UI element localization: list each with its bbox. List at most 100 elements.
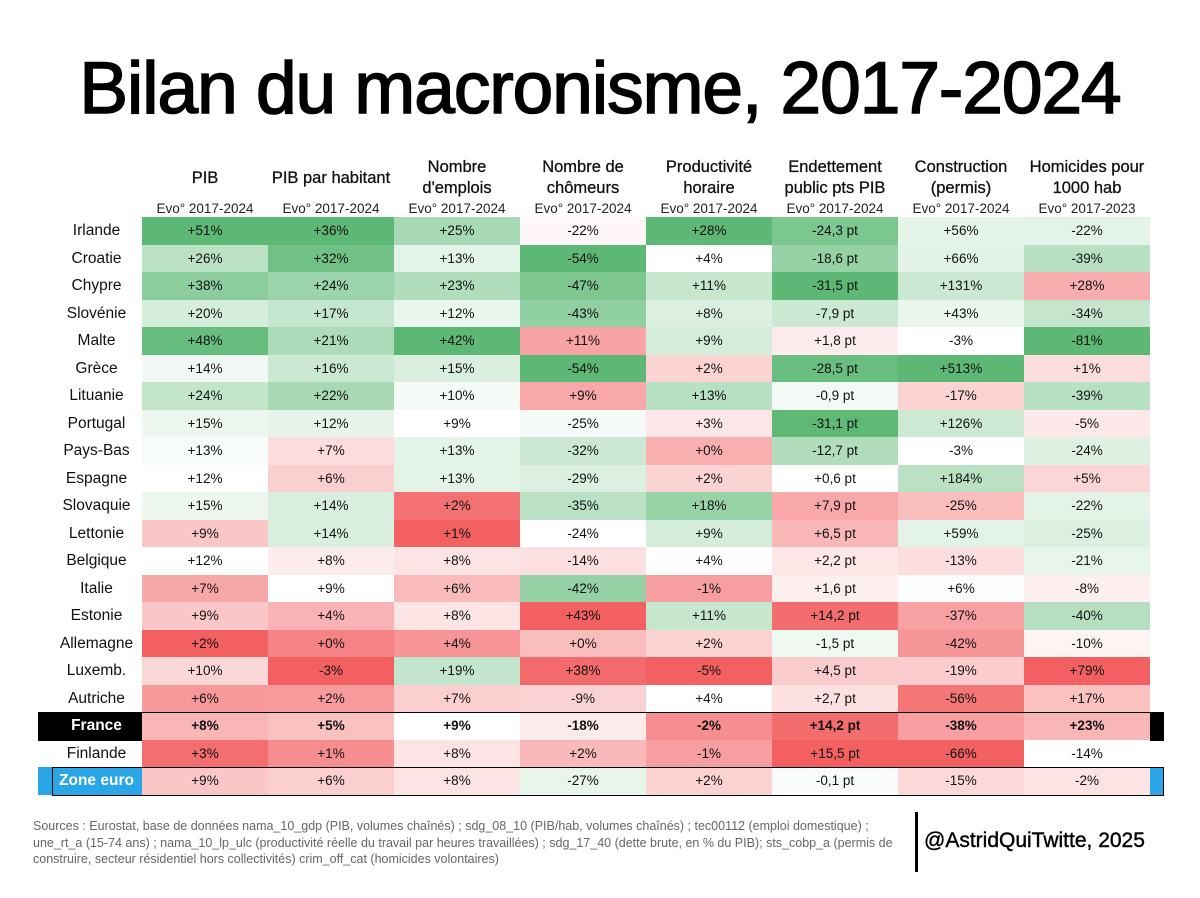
row-label: Irlande: [72, 222, 121, 239]
table-cell: -19%: [898, 657, 1024, 685]
row-label: Slovaquie: [62, 497, 131, 514]
table-cell: -22%: [1024, 217, 1150, 245]
table-cell: +2%: [646, 767, 772, 795]
table-cell: +2%: [520, 739, 646, 767]
table-cell: -5%: [646, 657, 772, 685]
table-cell: +11%: [646, 272, 772, 300]
table-cell: +14%: [142, 354, 268, 382]
table-cell: -38%: [898, 712, 1024, 740]
table-cell: -25%: [520, 409, 646, 437]
table-cell: +4%: [646, 244, 772, 272]
table-cell: -54%: [520, 354, 646, 382]
table-cell: +13%: [142, 437, 268, 465]
column-header: Nombre d'emplois: [422, 158, 492, 197]
table-cell: +4%: [268, 602, 394, 630]
table-cell: +36%: [268, 217, 394, 245]
column-period: Evo° 2017-2024: [912, 201, 1010, 216]
table-cell: +3%: [646, 409, 772, 437]
column-period: Evo° 2017-2023: [1038, 201, 1136, 216]
table-cell: +15,5 pt: [772, 739, 898, 767]
table-cell: +15%: [142, 492, 268, 520]
table-cell: +14%: [268, 519, 394, 547]
table-cell: +79%: [1024, 657, 1150, 685]
table-cell: -27%: [520, 767, 646, 795]
table-cell: +7%: [142, 574, 268, 602]
table-cell: -37%: [898, 602, 1024, 630]
table-cell: -18,6 pt: [772, 244, 898, 272]
table-cell: +24%: [142, 382, 268, 410]
table-cell: -35%: [520, 492, 646, 520]
table-cell: +22%: [268, 382, 394, 410]
table-cell: +6,5 pt: [772, 519, 898, 547]
table-cell: +28%: [1024, 272, 1150, 300]
table-cell: -7,9 pt: [772, 299, 898, 327]
table-cell: +9%: [142, 767, 268, 795]
table-cell: +12%: [394, 299, 520, 327]
table-cell: -40%: [1024, 602, 1150, 630]
table-cell: +1%: [1024, 354, 1150, 382]
table-cell: -24,3 pt: [772, 217, 898, 245]
column-header: Endettement public pts PIB: [784, 158, 886, 197]
table-cell: -21%: [1024, 547, 1150, 575]
row-label: Espagne: [65, 469, 128, 487]
table-cell: +2%: [268, 684, 394, 712]
table-cell: -25%: [1024, 519, 1150, 547]
table-cell: +7,9 pt: [772, 492, 898, 520]
table-cell: +9%: [520, 382, 646, 410]
row-label: Lituanie: [69, 387, 124, 404]
table-cell: +28%: [646, 217, 772, 245]
table-cell: +9%: [394, 712, 520, 740]
row-label: Malte: [77, 332, 116, 349]
table-cell: -0,9 pt: [772, 382, 898, 410]
sources-note: Sources : Eurostat, base de données nama…: [33, 819, 893, 866]
table-cell: +184%: [898, 464, 1024, 492]
table-cell: -15%: [898, 767, 1024, 795]
table-cell: +6%: [898, 574, 1024, 602]
table-cell: -39%: [1024, 382, 1150, 410]
table-cell: -1%: [646, 739, 772, 767]
table-cell: -31,5 pt: [772, 272, 898, 300]
table-cell: +2%: [394, 492, 520, 520]
table-cell: +1,8 pt: [772, 327, 898, 355]
row-label: Croatie: [71, 249, 122, 267]
table-cell: -1,5 pt: [772, 629, 898, 657]
table-cell: +1%: [268, 739, 394, 767]
table-cell: +2%: [142, 629, 268, 657]
table-cell: +10%: [394, 382, 520, 410]
table-cell: +38%: [142, 272, 268, 300]
table-cell: +17%: [268, 299, 394, 327]
table-cell: +9%: [142, 602, 268, 630]
table-cell: +12%: [142, 547, 268, 575]
table-cell: -13%: [898, 547, 1024, 575]
chart-title: Bilan du macronisme, 2017-2024: [79, 47, 1123, 130]
table-cell: -18%: [520, 712, 646, 740]
table-cell: +9%: [646, 327, 772, 355]
table-cell: +15%: [394, 354, 520, 382]
column-period: Evo° 2017-2024: [156, 201, 254, 216]
row-label: Pays-Bas: [63, 442, 130, 459]
table-cell: +32%: [268, 244, 394, 272]
row-label: Allemagne: [59, 634, 134, 652]
table-cell: +14,2 pt: [772, 712, 898, 740]
table-cell: +10%: [142, 657, 268, 685]
table-cell: -0,1 pt: [772, 767, 898, 795]
table-cell: +56%: [898, 217, 1024, 245]
table-cell: +38%: [520, 657, 646, 685]
table-cell: -47%: [520, 272, 646, 300]
table-cell: -81%: [1024, 327, 1150, 355]
row-label: Slovénie: [66, 304, 127, 322]
table-cell: +0,6 pt: [772, 464, 898, 492]
table-cell: +59%: [898, 519, 1024, 547]
table-cell: +15%: [142, 409, 268, 437]
footer-divider: [915, 812, 918, 872]
table-cell: -32%: [520, 437, 646, 465]
france-end-band: [1150, 712, 1164, 740]
table-cell: +2%: [646, 629, 772, 657]
table-cell: +14,2 pt: [772, 602, 898, 630]
row-label: Grèce: [75, 359, 118, 377]
table-cell: +13%: [646, 382, 772, 410]
table-cell: +51%: [142, 217, 268, 245]
table-cell: +2%: [646, 354, 772, 382]
table-cell: +5%: [1024, 464, 1150, 492]
column-header: Productivité horaire: [665, 158, 753, 197]
